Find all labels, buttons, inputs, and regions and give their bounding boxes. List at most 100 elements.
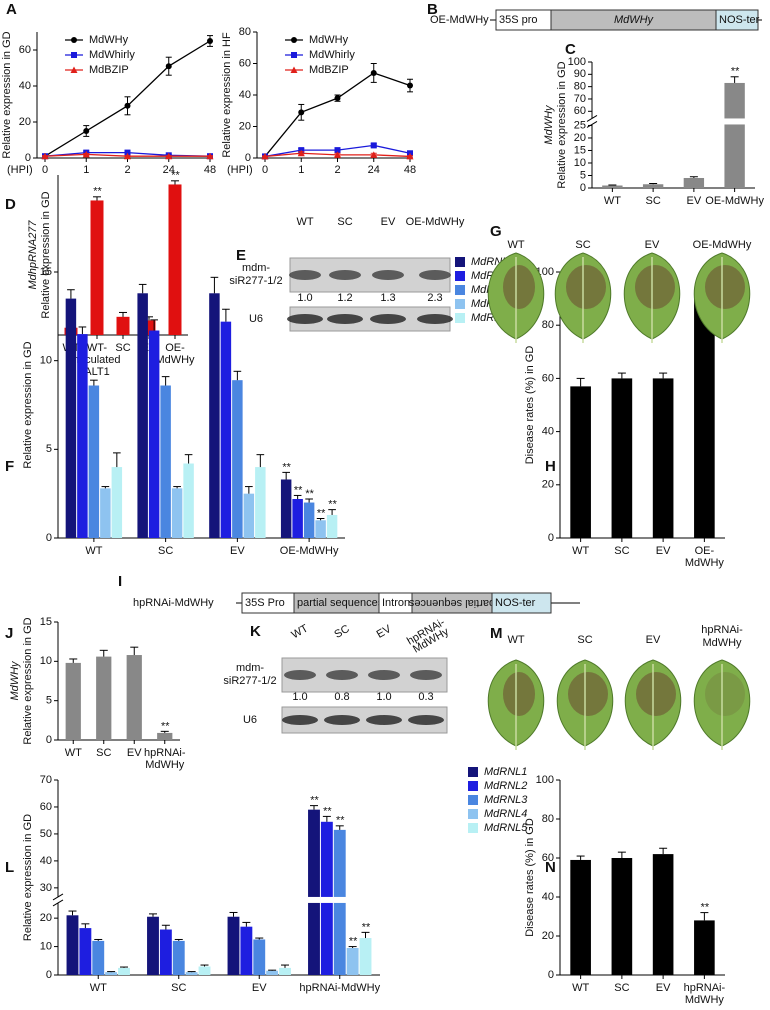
axis-break bbox=[586, 118, 755, 125]
bar bbox=[308, 809, 320, 975]
bar bbox=[157, 732, 173, 740]
y-axis-label: MdhpRNA277 bbox=[27, 220, 39, 290]
bar bbox=[255, 467, 266, 538]
x-axis-label: (HPI) bbox=[227, 164, 253, 176]
construct-label: Intron bbox=[382, 597, 410, 609]
band bbox=[287, 314, 323, 324]
x-tick-label: hpRNAi-MdWHy bbox=[299, 982, 380, 994]
legend-label: MdRNL1 bbox=[484, 766, 527, 778]
photo-label: OE-MdWHy bbox=[693, 239, 752, 251]
bar bbox=[570, 386, 591, 538]
panel-label: D bbox=[5, 196, 16, 213]
band bbox=[372, 270, 404, 280]
bar bbox=[232, 380, 243, 538]
marker bbox=[261, 152, 269, 160]
x-tick-label: SC bbox=[96, 747, 111, 759]
x-tick-label: 24 bbox=[163, 164, 175, 176]
x-tick-label: OE-MdWHy bbox=[685, 545, 725, 569]
bar bbox=[168, 184, 182, 335]
y-axis-label: MdWHy bbox=[9, 660, 21, 701]
y-axis-label: Relative expression in GD bbox=[40, 191, 52, 318]
y-tick-label: 70 bbox=[574, 93, 586, 105]
quantification: 1.2 bbox=[337, 292, 352, 304]
lesion bbox=[503, 672, 535, 716]
y-tick-label: 0 bbox=[548, 532, 554, 544]
y-tick-label: 60 bbox=[40, 801, 52, 813]
photo-label: EV bbox=[645, 239, 660, 251]
row-label: mdm-siR277-1/2 bbox=[223, 662, 276, 687]
y-axis-label: Relative expression in GD bbox=[22, 617, 34, 744]
marker bbox=[124, 149, 131, 156]
x-tick-label: EV bbox=[687, 195, 702, 207]
y-tick-label: 10 bbox=[574, 157, 586, 169]
construct-part bbox=[715, 9, 759, 31]
marker bbox=[298, 109, 305, 116]
significance: ** bbox=[700, 902, 709, 914]
y-tick-label: 0 bbox=[46, 734, 52, 746]
quantification: 1.3 bbox=[380, 292, 395, 304]
y-tick-label: 80 bbox=[542, 813, 554, 825]
x-tick-label: EV bbox=[656, 545, 671, 557]
y-tick-label: 20 bbox=[574, 132, 586, 144]
band bbox=[326, 670, 358, 680]
bar bbox=[88, 385, 100, 538]
photo-label: hpRNAi-MdWHy bbox=[701, 624, 743, 649]
x-tick-label: SC bbox=[614, 982, 629, 994]
bar bbox=[724, 82, 745, 188]
significance: ** bbox=[730, 66, 739, 78]
panel-label: J bbox=[5, 625, 13, 642]
x-tick-label: OE-MdWHy bbox=[155, 342, 195, 366]
y-tick-label: 5 bbox=[46, 443, 52, 455]
bar bbox=[315, 520, 326, 538]
y-axis-label: Relative expression in GD bbox=[1, 31, 13, 158]
marker bbox=[83, 128, 90, 134]
bar bbox=[90, 200, 104, 335]
bar bbox=[79, 928, 92, 975]
row-label: U6 bbox=[249, 313, 263, 325]
panel-label: H bbox=[545, 458, 556, 475]
quantification: 0.3 bbox=[418, 691, 433, 703]
lesion bbox=[636, 672, 676, 716]
y-tick-label: 60 bbox=[542, 852, 554, 864]
marker bbox=[124, 102, 131, 109]
bar bbox=[359, 938, 372, 975]
quantification: 1.0 bbox=[297, 292, 312, 304]
marker bbox=[334, 147, 341, 154]
marker bbox=[406, 152, 414, 160]
significance: ** bbox=[171, 170, 180, 182]
legend-swatch bbox=[455, 313, 465, 323]
lesion bbox=[705, 265, 745, 309]
marker bbox=[334, 95, 341, 102]
construct-label: 35S Pro bbox=[245, 597, 285, 609]
bar bbox=[111, 467, 123, 538]
significance: ** bbox=[93, 186, 102, 198]
x-tick-label: EV bbox=[127, 747, 142, 759]
construct-label: partial sequences bbox=[297, 597, 384, 609]
marker bbox=[370, 142, 377, 149]
row-label: U6 bbox=[243, 714, 257, 726]
legend-label: MdBZIP bbox=[89, 64, 129, 76]
legend-swatch bbox=[468, 767, 478, 777]
y-tick-label: 10 bbox=[40, 655, 52, 667]
construct-name: OE-MdWHy bbox=[430, 14, 489, 26]
y-tick-label: 20 bbox=[19, 116, 31, 128]
y-tick-label: 80 bbox=[574, 81, 586, 93]
y-tick-label: 0 bbox=[245, 152, 251, 164]
band bbox=[282, 715, 318, 725]
bar bbox=[160, 385, 171, 538]
bar bbox=[642, 184, 664, 188]
x-tick-label: WT bbox=[572, 545, 589, 557]
bar bbox=[100, 488, 111, 538]
legend-swatch bbox=[455, 271, 465, 281]
band bbox=[284, 670, 316, 680]
x-tick-label: 1 bbox=[298, 164, 304, 176]
y-tick-label: 60 bbox=[239, 57, 251, 69]
y-axis-label: MdWHy bbox=[543, 104, 555, 145]
marker bbox=[370, 69, 377, 76]
bar bbox=[326, 514, 338, 538]
y-tick-label: 90 bbox=[574, 68, 586, 80]
panel-label: A bbox=[6, 1, 17, 18]
y-tick-label: 5 bbox=[46, 695, 52, 707]
break-mark bbox=[586, 121, 598, 128]
